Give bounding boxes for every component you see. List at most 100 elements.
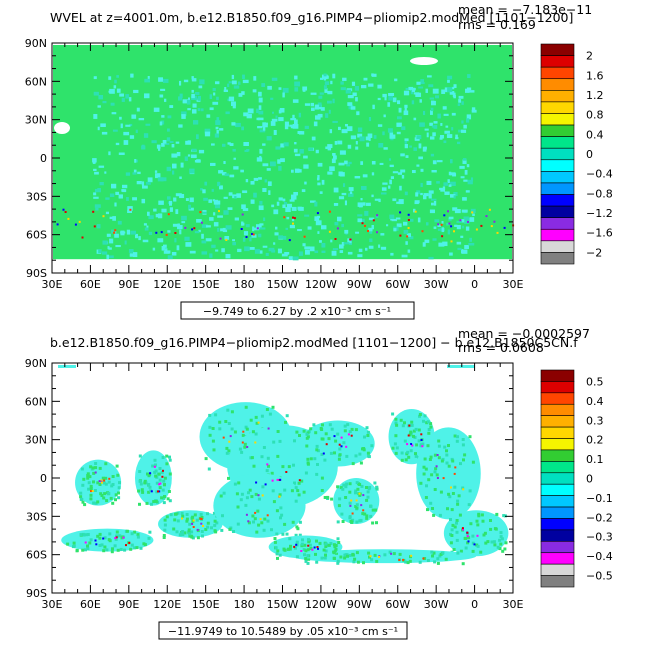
field-cell [271, 118, 278, 122]
field-cell [163, 528, 167, 532]
field-cell [366, 490, 370, 494]
field-cell [292, 114, 295, 120]
field-cell [451, 492, 455, 495]
field-cell [418, 143, 422, 149]
lon-label: 120W [305, 598, 337, 611]
field-cell [160, 496, 164, 500]
field-cell [274, 546, 278, 550]
field-cell [161, 208, 167, 213]
field-cell [427, 478, 431, 482]
colorbar-box [540, 205, 575, 218]
field-cell [95, 207, 99, 211]
field-cell [348, 482, 352, 486]
field-cell [336, 561, 340, 565]
field-cell [259, 129, 266, 133]
field-cell [499, 542, 503, 546]
field-cell [192, 109, 197, 114]
field-cell [155, 173, 161, 179]
field-cell [315, 472, 319, 476]
field-cell [475, 519, 479, 523]
field-cell [108, 151, 111, 156]
field-cell [191, 228, 194, 231]
field-cell [119, 93, 124, 97]
field-cell [400, 153, 405, 157]
field-cell [263, 122, 268, 126]
field-cell [452, 173, 457, 177]
field-cell [136, 181, 142, 185]
field-cell [325, 113, 329, 118]
field-cell [466, 535, 469, 538]
field-cell [296, 489, 300, 493]
lon-label: 0 [471, 278, 478, 291]
field-cell [129, 253, 134, 257]
field-cell [448, 222, 451, 225]
field-cell [347, 95, 354, 99]
field-cell [217, 182, 221, 187]
field-cell [131, 114, 137, 119]
field-cell [150, 490, 153, 493]
field-cell [254, 492, 258, 496]
field-cell [365, 498, 369, 502]
field-cell [100, 479, 103, 482]
field-cell [324, 545, 328, 548]
field-cell [254, 441, 257, 444]
field-cell [417, 217, 421, 223]
field-cell [334, 141, 338, 145]
field-cell [213, 92, 216, 96]
field-cell [294, 119, 298, 125]
field-cell [193, 120, 199, 125]
field-cell [259, 250, 263, 254]
field-cell [94, 462, 98, 465]
field-cell [128, 541, 131, 544]
field-cell [225, 111, 230, 115]
field-cell [161, 115, 165, 118]
field-cell [417, 439, 421, 443]
field-cell [455, 538, 459, 542]
field-cell [115, 142, 120, 146]
field-cell [433, 201, 437, 206]
field-cell [316, 546, 319, 548]
field-cell [97, 188, 101, 193]
field-cell [447, 75, 453, 80]
field-cell [355, 499, 358, 502]
field-cell [400, 451, 404, 455]
field-cell [285, 207, 291, 213]
field-cell [147, 211, 150, 216]
field-cell [129, 208, 132, 211]
field-cell [401, 254, 408, 258]
field-cell [447, 87, 453, 93]
colorbar-label: 2 [586, 50, 593, 63]
range-box [180, 301, 415, 320]
field-cell [237, 481, 241, 485]
field-cell [215, 521, 219, 525]
field-cell [388, 550, 392, 554]
field-cell [270, 97, 274, 100]
field-cell [176, 511, 180, 515]
field-cell [345, 445, 348, 448]
field-cell [291, 206, 297, 211]
field-cell [192, 519, 195, 522]
field-cell [283, 216, 286, 219]
field-cell [98, 544, 102, 547]
field-cell [143, 481, 147, 485]
rms-label: rms = 0.0608 [458, 340, 544, 355]
field-cell [206, 114, 211, 118]
field-cell [450, 457, 454, 461]
field-cell [463, 124, 467, 129]
field-cell [222, 143, 226, 147]
field-cell [103, 545, 107, 549]
field-cell [362, 174, 368, 178]
field-cell [297, 131, 303, 135]
field-cell [466, 541, 470, 545]
field-cell [355, 503, 359, 507]
field-cell [388, 93, 395, 96]
field-cell [56, 223, 59, 226]
field-cell [117, 220, 122, 225]
field-cell [179, 93, 183, 99]
field-cell [435, 473, 439, 477]
field-cell [262, 163, 269, 167]
field-cell [295, 525, 299, 529]
field-cell [466, 164, 470, 168]
field-cell [403, 90, 410, 96]
field-cell [460, 235, 464, 238]
